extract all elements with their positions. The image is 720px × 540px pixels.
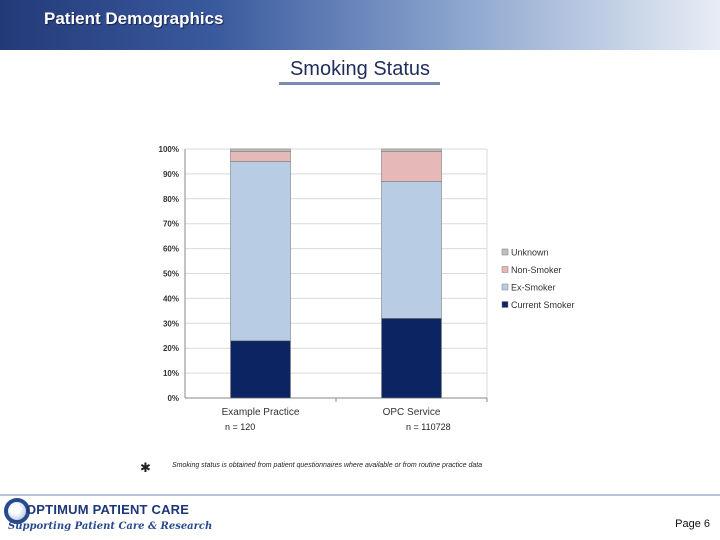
bar-segment-non-smoker — [381, 151, 442, 182]
slide-title: Smoking Status — [289, 58, 431, 80]
y-tick-label: 20% — [163, 344, 179, 353]
y-tick-label: 40% — [163, 294, 179, 303]
y-tick-label: 60% — [163, 245, 179, 254]
n-label-example-practice: n = 120 — [225, 422, 256, 432]
bar-segment-unknown — [230, 148, 291, 152]
y-tick-label: 100% — [159, 145, 179, 154]
logo-circle-icon — [4, 498, 30, 524]
legend-label: Non-Smoker — [511, 265, 562, 275]
legend-swatch — [501, 248, 509, 256]
logo-tagline: Supporting Patient Care & Research — [8, 521, 213, 532]
y-tick-label: 10% — [163, 369, 179, 378]
y-tick-label: 80% — [163, 195, 179, 204]
legend-swatch — [501, 301, 509, 308]
header-title: Patient Demographics — [44, 9, 224, 28]
legend-label: Unknown — [511, 248, 549, 258]
y-tick-label: 30% — [163, 319, 179, 328]
n-label-opc-service: n = 110728 — [406, 422, 451, 432]
bar-segment-current-smoker — [381, 318, 442, 399]
legend-label: Ex-Smoker — [511, 283, 556, 293]
bar-segment-unknown — [381, 148, 442, 152]
header-bar: Patient Demographics — [0, 0, 720, 50]
x-category-label: OPC Service — [383, 407, 441, 418]
footnote-star-icon: ✱ — [140, 460, 151, 475]
legend-label: Current Smoker — [511, 300, 575, 310]
title-underline — [279, 82, 440, 85]
bar-segment-non-smoker — [230, 151, 291, 162]
legend-swatch — [501, 283, 509, 291]
legend-swatch — [501, 266, 509, 273]
x-category-label: Example Practice — [222, 407, 300, 418]
bar-segment-ex-smoker — [381, 181, 442, 319]
y-tick-label: 70% — [163, 220, 179, 229]
footer-divider — [0, 494, 720, 496]
logo: OPTIMUM PATIENT CARE Supporting Patient … — [4, 498, 212, 538]
bar-segment-ex-smoker — [230, 161, 291, 342]
bar-segment-current-smoker — [230, 340, 291, 399]
page-number: Page 6 — [675, 518, 710, 530]
y-tick-label: 0% — [167, 394, 179, 403]
y-tick-label: 50% — [163, 270, 179, 279]
logo-title: OPTIMUM PATIENT CARE — [26, 502, 190, 517]
y-tick-label: 90% — [163, 170, 179, 179]
footnote-text: Smoking status is obtained from patient … — [172, 462, 483, 469]
